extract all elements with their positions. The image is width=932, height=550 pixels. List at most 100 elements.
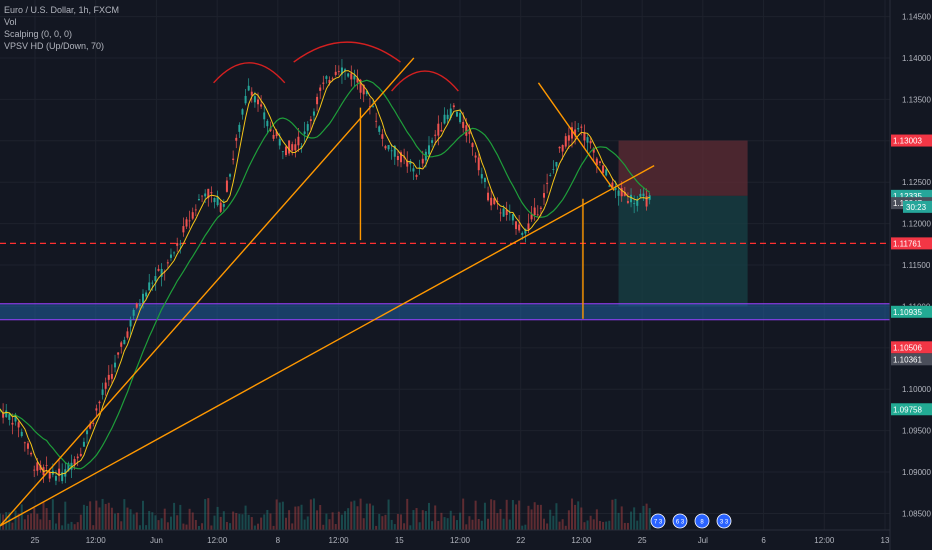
candle-body [589,141,592,144]
volume-bar [48,519,51,530]
candle-body [275,131,278,137]
volume-bar [114,513,117,530]
volume-bar [145,525,148,530]
volume-bar [225,521,228,530]
candle-body [235,137,238,141]
volume-bar [636,520,639,530]
candle-body [98,401,101,404]
volume-bar [477,519,480,530]
time-tick-label: Jun [150,536,163,545]
time-tick-label: 25 [31,536,40,545]
volume-bar [459,512,462,530]
volume-bar [219,516,222,530]
candle-body [114,362,117,368]
volume-bar [586,520,589,530]
volume-bar [347,508,350,530]
volume-bar [325,513,328,530]
volume-bar [496,513,499,530]
vpsv-indicator-label[interactable]: VPSV HD (Up/Down, 70) [4,41,105,51]
volume-bar [365,503,368,530]
volume-bar [539,504,542,530]
candle-body [614,187,617,190]
candle-body [437,123,440,136]
candle-body [288,140,291,154]
candle-body [530,214,533,220]
candle-body [76,456,79,459]
candle-body [602,165,605,173]
volume-bar [210,525,213,530]
volume-bar [409,525,412,530]
candle-body [574,129,577,136]
volume-bar [5,512,8,530]
candle-body [312,111,315,116]
candle-body [213,198,216,203]
candle-body [347,73,350,77]
candle-body [253,96,256,103]
price-tag [891,341,932,354]
volume-bar [194,519,197,530]
candle-body [61,472,64,482]
candle-body [194,209,197,211]
event-badge-label: 3 3 [720,520,729,526]
candle-body [527,223,530,230]
volume-bar [222,511,225,530]
volume-bar [589,515,592,530]
candle-body [483,178,486,183]
volume-bar [372,505,375,530]
candle-body [123,339,126,345]
candle-body [5,410,8,418]
volume-bar [378,513,381,530]
candle-body [272,134,275,139]
chart-legend: Euro / U.S. Dollar, 1h, FXCM Vol Scalpin… [4,4,119,52]
volume-bar [396,513,399,530]
volume-bar [284,517,287,530]
volume-bar [530,509,533,530]
candle-body [359,79,362,93]
candle-body [166,262,169,264]
candle-body [281,151,284,153]
volume-bar [61,525,64,530]
candle-body [639,193,642,197]
volume-bar [424,510,427,530]
candle-body [645,196,648,207]
volume-bar [570,498,573,530]
volume-bar [14,510,17,530]
volume-bar [275,499,278,530]
candle-body [182,226,185,233]
volume-bar [253,525,256,530]
candle-body [462,121,465,128]
scalping-indicator-label[interactable]: Scalping (0, 0, 0) [4,29,73,39]
symbol-title: Euro / U.S. Dollar, 1h, FXCM [4,5,120,15]
volume-bar [605,521,608,530]
volume-bar [216,506,219,530]
event-badge-icon [672,513,688,529]
candle-body [465,125,468,136]
volume-bar [493,500,496,530]
candle-body [337,71,340,73]
candle-body [297,136,300,146]
vol-indicator-label[interactable]: Vol [4,17,17,27]
volume-bar [368,503,371,530]
candle-body [67,463,70,472]
volume-bar [33,507,36,530]
volume-bar [42,501,45,530]
candle-body [30,452,33,455]
volume-bar [527,505,530,530]
candle-body [356,78,359,83]
price-tick-label: 1.13500 [902,95,931,104]
volume-bar [300,504,303,530]
candle-body [219,202,222,212]
price-tag [891,353,932,366]
candle-body [375,120,378,122]
volume-bar [474,500,477,530]
candle-body [393,145,396,157]
trendline-1 [0,57,415,527]
volume-bar [561,519,564,530]
candle-body [440,130,443,132]
volume-bar [633,507,636,530]
price-tag [891,403,932,416]
volume-bar [645,503,648,530]
candle-body [421,158,424,164]
price-tick-label: 1.14500 [902,13,931,22]
